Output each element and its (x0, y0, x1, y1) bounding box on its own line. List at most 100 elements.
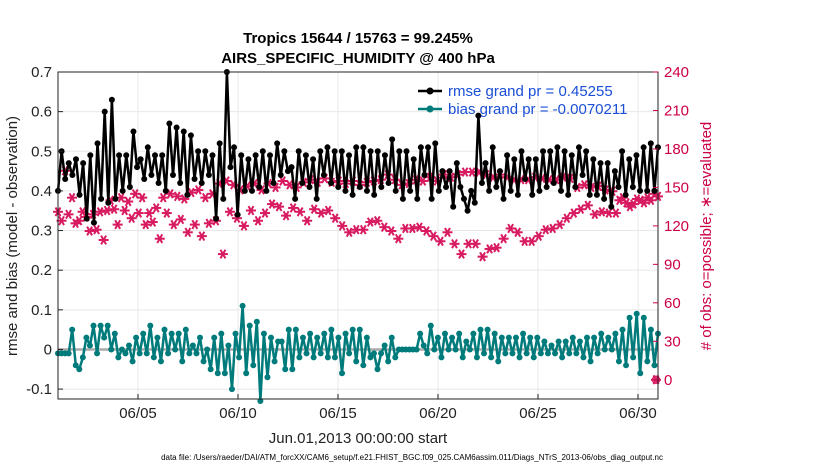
plot-frame (57, 71, 659, 400)
rmse-point (331, 148, 338, 155)
bias-point (150, 354, 157, 361)
rmse-point (76, 191, 83, 198)
rmse-point (478, 179, 485, 186)
bias-point (548, 342, 555, 349)
obs-star-stroke (416, 222, 423, 232)
rmse-point (590, 156, 597, 163)
obs-evaluated-point (365, 217, 376, 227)
obs-evaluated-point (505, 223, 516, 234)
bias-point (86, 342, 93, 349)
obs-star-stroke (591, 209, 599, 220)
obs-evaluated-point (498, 233, 509, 244)
obs-star-stroke (352, 224, 360, 235)
obs-star-stroke (507, 223, 514, 234)
bias-point (197, 334, 204, 341)
obs-evaluated-point (484, 244, 495, 254)
rmse-point (349, 191, 356, 198)
obs-evaluated-point (95, 206, 106, 217)
rmse-point (119, 187, 126, 194)
obs-evaluated-point (182, 227, 193, 238)
rmse-point (72, 156, 79, 163)
obs-star-stroke (387, 226, 395, 236)
bias-point (466, 346, 473, 353)
obs-star-stroke (409, 223, 416, 234)
obs-star-stroke (521, 236, 529, 247)
chart-title-line2: AIRS_SPECIFIC_HUMIDITY @ 400 hPa (221, 50, 495, 67)
obs-evaluated-point (196, 231, 207, 241)
bias-point (488, 354, 495, 361)
obs-star-stroke (359, 224, 367, 235)
rmse-point (371, 191, 378, 198)
y-right-tick-label: 150 (664, 179, 689, 196)
bias-point (576, 338, 583, 345)
bias-point (626, 314, 633, 321)
obs-evaluated-point (200, 192, 211, 203)
bias-point (473, 354, 480, 361)
rmse-point (460, 195, 467, 202)
obs-evaluated-point (309, 204, 320, 215)
obs-evaluated-point (358, 224, 369, 235)
bias-point (104, 322, 111, 329)
bias-point (374, 366, 381, 373)
bias-point (591, 334, 598, 341)
obs-evaluated-point (98, 235, 109, 245)
bias-point (111, 330, 118, 337)
rmse-point (568, 152, 575, 159)
bias-point (165, 350, 172, 357)
obs-evaluated-point (147, 217, 158, 227)
obs-evaluated-point (154, 233, 165, 244)
bias-point (310, 354, 317, 361)
chart-title-line1: Tropics 15644 / 15763 = 99.245% (243, 30, 473, 47)
bias-point (346, 350, 353, 357)
rmse-point (629, 183, 636, 190)
obs-evaluated-point (288, 203, 299, 213)
bias-point (413, 346, 420, 353)
obs-evaluated-point (561, 213, 572, 224)
bias-point (236, 354, 243, 361)
rmse-point (62, 176, 69, 183)
bias-point (292, 326, 299, 333)
y-left-tick-label: 0.5 (31, 143, 52, 160)
bias-point (136, 350, 143, 357)
bias-point (349, 326, 356, 333)
rmse-point (126, 183, 133, 190)
rmse-point (500, 195, 507, 202)
obs-evaluated-point (512, 227, 523, 238)
bias-point (647, 326, 654, 333)
obs-star-stroke (644, 192, 651, 203)
obs-evaluated-point (144, 208, 155, 218)
rmse-point (342, 187, 349, 194)
obs-star-stroke (149, 217, 157, 227)
obs-star-stroke (65, 209, 72, 220)
obs-star-stroke (612, 208, 620, 218)
bias-point (527, 334, 534, 341)
obs-star-stroke (205, 218, 213, 229)
rmse-point (547, 148, 554, 155)
obs-star-stroke (451, 239, 458, 249)
rmse-point (640, 144, 647, 151)
legend-rmse-marker (426, 87, 434, 95)
obs-star-stroke (247, 205, 255, 216)
rmse-point (159, 152, 166, 159)
bias-point (157, 358, 164, 365)
obs-star-stroke (430, 231, 437, 241)
bias-point (243, 370, 250, 377)
obs-star-stroke (458, 249, 465, 259)
bias-point (463, 338, 470, 345)
bias-point (140, 330, 147, 337)
bias-point (90, 322, 97, 329)
obs-evaluated-point (582, 200, 593, 211)
rmse-point (277, 172, 284, 179)
bias-point (562, 338, 569, 345)
y-left-tick-label: 0.7 (31, 64, 52, 81)
bias-point (601, 346, 608, 353)
obs-star-stroke (542, 224, 550, 235)
bias-point (232, 330, 239, 337)
obs-star-stroke (152, 203, 160, 213)
y-left-tick-label: 0.1 (31, 302, 52, 319)
bias-point (147, 322, 154, 329)
obs-evaluated-point (491, 242, 502, 253)
obs-star-stroke (226, 206, 234, 217)
obs-star-stroke (68, 192, 76, 203)
bias-point (356, 326, 363, 333)
